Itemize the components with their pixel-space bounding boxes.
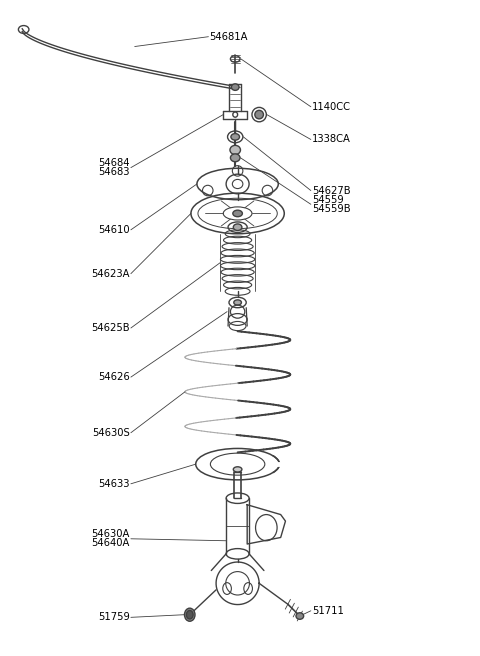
Text: 54630S: 54630S xyxy=(92,428,130,438)
Ellipse shape xyxy=(186,611,193,619)
Ellipse shape xyxy=(230,154,240,162)
Ellipse shape xyxy=(230,146,240,155)
Text: 54681A: 54681A xyxy=(209,31,247,42)
Ellipse shape xyxy=(255,110,264,119)
Text: 54683: 54683 xyxy=(98,167,130,177)
Ellipse shape xyxy=(231,134,240,140)
Text: 54630A: 54630A xyxy=(92,529,130,539)
Text: 1338CA: 1338CA xyxy=(312,134,351,144)
Text: 54559B: 54559B xyxy=(312,204,350,214)
Text: 54627B: 54627B xyxy=(312,186,350,195)
Text: 54559: 54559 xyxy=(312,195,344,205)
Ellipse shape xyxy=(234,300,241,305)
Text: 1140CC: 1140CC xyxy=(312,102,351,112)
Text: 54640A: 54640A xyxy=(92,538,130,548)
Ellipse shape xyxy=(231,84,239,91)
Ellipse shape xyxy=(184,608,195,621)
Text: 54684: 54684 xyxy=(98,158,130,168)
Ellipse shape xyxy=(233,467,242,472)
Text: 54633: 54633 xyxy=(98,479,130,489)
Text: 54610: 54610 xyxy=(98,225,130,235)
Ellipse shape xyxy=(296,613,304,619)
Text: 54623A: 54623A xyxy=(91,269,130,279)
Text: 51711: 51711 xyxy=(312,605,344,616)
Ellipse shape xyxy=(233,210,242,216)
Ellipse shape xyxy=(233,224,242,230)
Text: 51759: 51759 xyxy=(98,612,130,623)
Text: 54626: 54626 xyxy=(98,372,130,382)
Text: 54625B: 54625B xyxy=(91,323,130,333)
